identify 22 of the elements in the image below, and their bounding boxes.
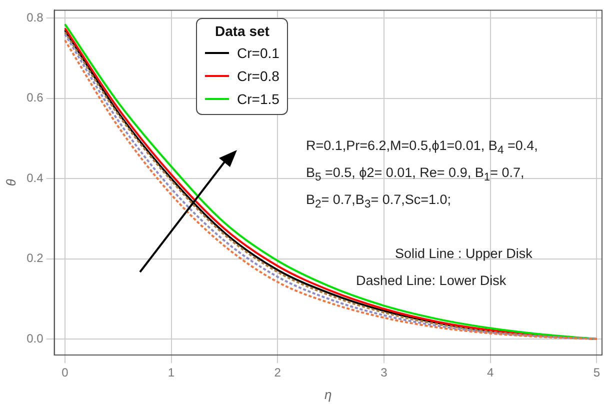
y-tick-label: 0.4: [26, 170, 44, 185]
y-tick-label: 0.0: [26, 331, 44, 346]
legend-label: Cr=1.5: [237, 90, 280, 106]
y-tick-label: 0.8: [26, 10, 44, 25]
x-tick-label: 5: [593, 366, 600, 380]
x-tick-label: 1: [168, 366, 175, 380]
y-tick-label: 0.2: [26, 251, 44, 266]
x-tick-label: 4: [486, 366, 494, 380]
x-tick-label: 3: [380, 366, 388, 380]
annotation: Dashed Line: Lower Disk: [356, 272, 506, 290]
x-tick-label: 0: [62, 366, 69, 380]
x-axis-title: η: [324, 386, 332, 402]
annotation: Solid Line : Upper Disk: [395, 245, 532, 263]
legend-label: Cr=0.8: [237, 68, 280, 84]
x-tick-label: 2: [274, 366, 282, 380]
annotation: R=0.1,Pr=6.2,M=0.5,ϕ1=0.01, B$_{4}$ =0.4,: [306, 137, 538, 159]
legend-label: Cr=0.1: [237, 44, 280, 60]
annotation: B$_{5}$ =0.5, ϕ2= 0.01, Re= 0.9, B$_{1}$= 0.7,: [306, 164, 524, 186]
legend-title: Data set: [214, 23, 270, 39]
annotation: B$_{2}$= 0.7,B$_{3}$= 0.7,Sc=1.0;: [306, 191, 452, 213]
y-axis-title: θ: [3, 179, 18, 186]
y-tick-label: 0.6: [26, 90, 44, 105]
